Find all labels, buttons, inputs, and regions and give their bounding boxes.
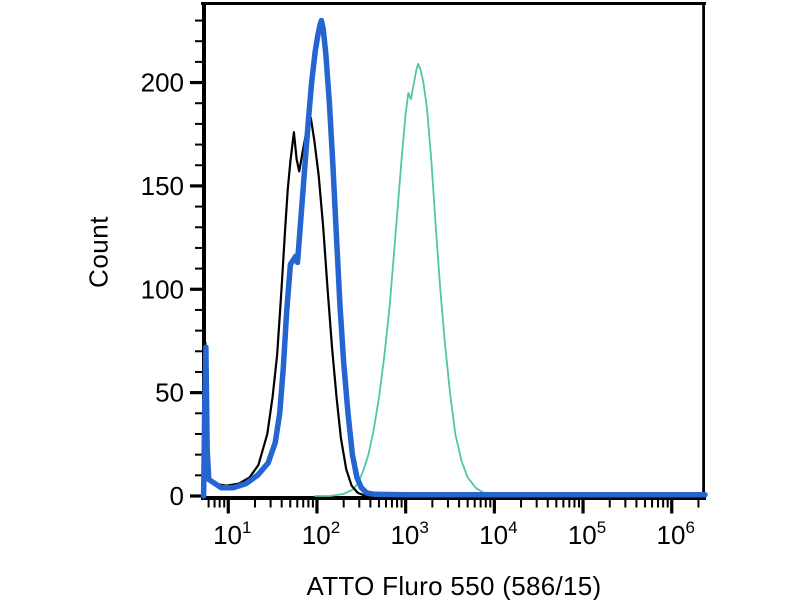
x-tick-label: 101 xyxy=(213,518,251,550)
x-axis-title-row: ATTO Fluro 550 (586/15) xyxy=(203,571,705,600)
y-tick-label: 100 xyxy=(141,274,184,304)
y-tick-label: 200 xyxy=(141,68,184,98)
curve-blue-thick-curve xyxy=(200,17,708,499)
x-tick-label: 103 xyxy=(390,518,428,550)
x-tick-label: 106 xyxy=(657,518,695,550)
x-axis-title: ATTO Fluro 550 (586/15) xyxy=(306,571,602,600)
x-tick-label: 102 xyxy=(302,518,340,550)
y-tick-label: 150 xyxy=(141,171,184,201)
y-tick-label: 0 xyxy=(170,481,184,511)
y-tick-label: 50 xyxy=(155,378,184,408)
curve-teal-thin-curve xyxy=(314,63,496,497)
x-tick-label: 104 xyxy=(479,518,517,550)
y-axis-title: Count xyxy=(83,216,114,288)
x-tick-label: 105 xyxy=(568,518,606,550)
